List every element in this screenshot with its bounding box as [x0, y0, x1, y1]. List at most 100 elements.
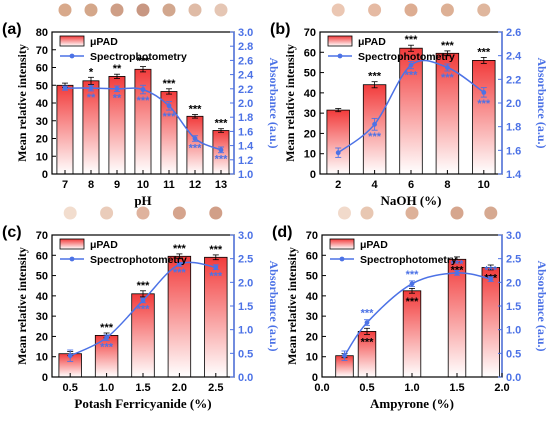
y-tick-label: 0 [312, 372, 318, 384]
y2-tick-label: 1.2 [238, 155, 253, 167]
x-tick-label: 8 [444, 179, 450, 191]
y-tick-label: 50 [306, 271, 318, 283]
legend-bar-label: μPAD [360, 239, 388, 251]
color-swatch [484, 206, 498, 220]
x-tick-label: 10 [137, 179, 149, 191]
y-tick-label: 50 [36, 80, 48, 92]
spectro-point [192, 136, 198, 141]
color-swatch [162, 3, 176, 17]
x-tick-label: 0.5 [63, 382, 78, 394]
panel-label: (d) [272, 224, 292, 241]
panel-b: *** *** *** *** *** *** *** *** 0 10 20 30 40 50 60 70 1… [270, 3, 549, 208]
spectro-significance: *** [189, 142, 203, 154]
bar [326, 109, 350, 175]
spectro-point [213, 264, 219, 270]
y-axis-title: Mean relative intensity [15, 247, 29, 365]
legend-line-label: Spectrophotometry [360, 254, 457, 266]
y-tick-label: 70 [306, 230, 318, 242]
color-swatch [136, 3, 150, 17]
color-swatch [209, 206, 223, 220]
y2-axis-title: Absorbance (a.u.) [267, 57, 281, 148]
legend-bar-label: μPAD [90, 239, 118, 251]
y2-tick-label: 1.8 [238, 112, 253, 124]
y2-tick-label: 2.6 [238, 55, 253, 67]
spectro-significance: ** [87, 92, 96, 104]
x-axis-title: NaOH (%) [380, 193, 441, 208]
x-tick-label: 6 [408, 179, 414, 191]
spectro-significance: *** [441, 72, 455, 84]
color-swatch [404, 3, 418, 17]
y2-tick-label: 1.8 [506, 122, 521, 134]
y-tick-label: 30 [306, 311, 318, 323]
x-tick-label: 8 [88, 179, 94, 191]
y-tick-label: 60 [36, 250, 48, 262]
spectro-point [166, 103, 172, 109]
spectro-point [488, 276, 494, 282]
bar [447, 258, 467, 378]
y2-tick-label: 2.6 [506, 27, 521, 39]
spectro-point [218, 147, 224, 153]
y-tick-label: 20 [306, 331, 318, 343]
x-tick-label: 0.0 [314, 382, 329, 394]
y2-tick-label: 0.0 [506, 372, 521, 384]
legend-bar-swatch [327, 35, 353, 47]
y2-tick-label: 2.2 [238, 84, 253, 96]
bar-significance: *** [361, 336, 375, 348]
y-axis-title: Mean relative intensity [283, 44, 297, 162]
legend-bar-swatch [59, 35, 85, 47]
y-tick-label: 60 [36, 63, 48, 75]
y2-tick-label: 0.0 [238, 372, 253, 384]
y2-tick-label: 1.6 [506, 145, 521, 157]
legend-bar-swatch [329, 238, 355, 250]
bar-significance: ** [113, 63, 122, 75]
x-tick-label: 13 [215, 179, 227, 191]
y-tick-label: 0 [42, 372, 48, 384]
x-axis-title: pH [134, 193, 151, 208]
y-tick-label: 70 [304, 27, 316, 39]
y-tick-label: 10 [36, 151, 48, 163]
color-swatch [214, 3, 228, 17]
legend-line-marker [339, 256, 345, 262]
y-axis-title: Mean relative intensity [15, 44, 29, 162]
y-tick-label: 0 [310, 169, 316, 181]
panel-label: (b) [270, 21, 290, 38]
spectro-point [364, 320, 370, 325]
y-tick-label: 40 [306, 291, 318, 303]
bar-significance: *** [137, 56, 151, 68]
bar-significance: *** [405, 34, 419, 46]
x-axis-title: Potash Ferricyanide (%) [74, 396, 211, 411]
color-swatch [360, 206, 374, 220]
x-tick-label: 12 [189, 179, 201, 191]
y-tick-label: 40 [36, 291, 48, 303]
y2-tick-label: 0.5 [238, 348, 253, 360]
y-tick-label: 70 [36, 45, 48, 57]
legend-line-marker [337, 53, 343, 59]
spectro-point [342, 353, 347, 359]
spectro-point [454, 270, 460, 276]
y-tick-label: 60 [304, 47, 316, 59]
color-swatch [338, 206, 351, 220]
panel-label: (a) [2, 21, 22, 38]
color-swatch [172, 206, 186, 220]
color-swatch [100, 206, 114, 220]
y2-tick-label: 2.2 [506, 74, 521, 86]
bar-significance: *** [477, 46, 491, 58]
spectro-significance: *** [137, 304, 151, 316]
y-tick-label: 30 [36, 311, 48, 323]
spectro-point [88, 85, 94, 91]
y2-tick-label: 1.4 [506, 169, 522, 181]
y-axis-title: Mean relative intensity [285, 247, 299, 365]
panel-d: ************************0102030405060700… [272, 206, 549, 411]
y2-tick-label: 2.4 [238, 70, 254, 82]
y2-tick-label: 2.0 [238, 277, 253, 289]
spectro-point [372, 121, 377, 127]
spectro-significance: *** [215, 154, 229, 166]
spectro-point [445, 65, 450, 70]
spectro-point [62, 85, 68, 91]
y2-tick-label: 1.0 [238, 169, 253, 181]
y2-tick-label: 2.8 [238, 41, 253, 53]
legend-bar-swatch [59, 238, 85, 250]
bar-significance: *** [137, 280, 151, 292]
spectro-point [481, 90, 487, 95]
y2-tick-label: 1.0 [238, 325, 253, 337]
